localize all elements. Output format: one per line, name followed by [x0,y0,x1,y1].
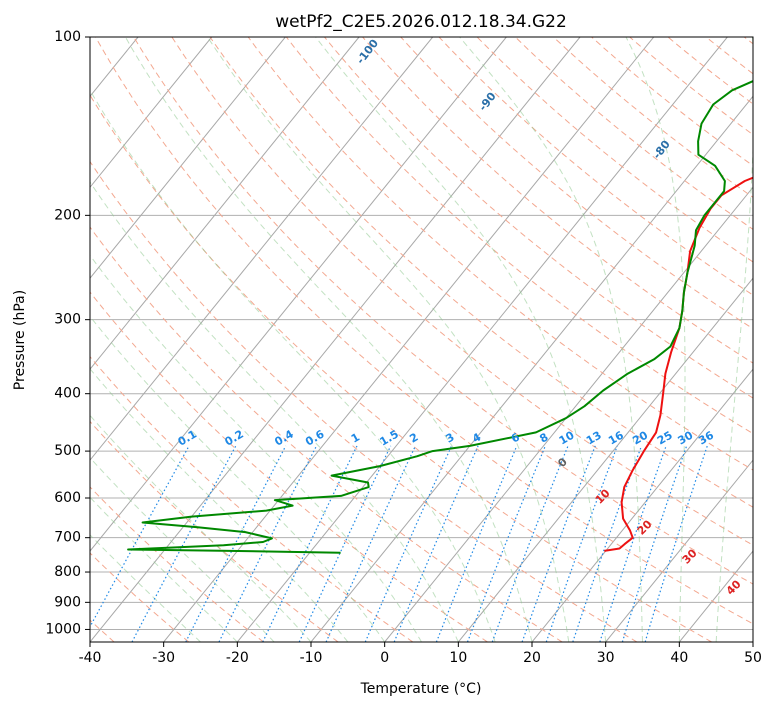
x-tick-label: 10 [449,650,467,666]
x-tick-label: 40 [670,650,688,666]
x-tick-label: 30 [597,650,615,666]
x-tick-label: -20 [226,650,249,666]
y-tick-label: 300 [54,312,81,328]
y-axis-label: Pressure (hPa) [12,290,28,390]
y-tick-label: 800 [54,564,81,580]
x-axis-label: Temperature (°C) [360,681,482,697]
x-tick-label: 50 [744,650,762,666]
y-tick-label: 500 [54,443,81,459]
y-tick-label: 200 [54,207,81,223]
x-tick-label: 0 [380,650,389,666]
x-tick-label: -10 [300,650,323,666]
y-tick-label: 1000 [45,621,81,637]
y-tick-label: 600 [54,490,81,506]
y-tick-label: 100 [54,29,81,45]
x-tick-label: 20 [523,650,541,666]
y-tick-label: 900 [54,594,81,610]
chart-title: wetPf2_C2E5.2026.012.18.34.G22 [275,12,567,32]
y-tick-label: 400 [54,386,81,402]
y-tick-label: 700 [54,530,81,546]
x-tick-label: -40 [79,650,102,666]
x-tick-label: -30 [152,650,175,666]
